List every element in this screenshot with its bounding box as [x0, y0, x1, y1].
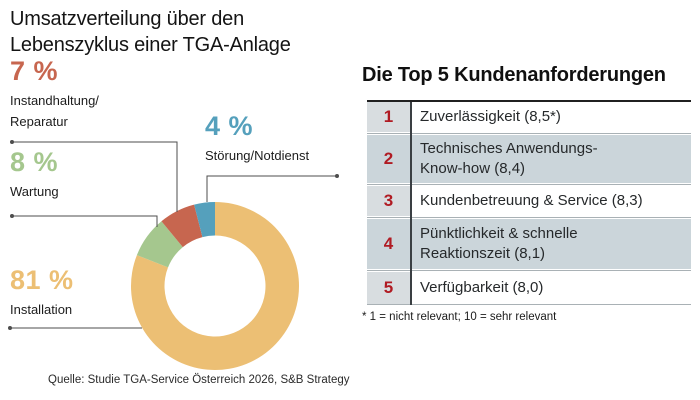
- stat-instandhaltung-percent: 7 %: [10, 56, 59, 86]
- callout-line: [206, 175, 337, 202]
- row-separator: [367, 216, 691, 219]
- callout-line: [12, 215, 158, 227]
- stat-instandhaltung-label: Instandhaltung/ Reparatur: [10, 93, 99, 130]
- donut-slice-instandhaltung-reparatur: [161, 204, 203, 248]
- donut-chart: [8, 140, 339, 371]
- rank-cell: 1: [367, 102, 410, 132]
- rank-cell: 2: [367, 135, 410, 183]
- callout-line: [12, 141, 178, 212]
- table-heading: Die Top 5 Kundenanforderungen: [362, 64, 666, 86]
- rank-cell: 5: [367, 272, 410, 304]
- requirement-cell: Pünktlichkeit & schnelle Reaktionszeit (…: [410, 219, 691, 269]
- chart-title: Umsatzverteilung über den Lebenszyklus e…: [10, 8, 291, 56]
- table-column-divider: [410, 102, 412, 305]
- callout-dot: [335, 174, 339, 178]
- ranking-panel: Die Top 5 Kundenanforderungen 1 Zuverläs…: [362, 64, 692, 323]
- callout-dot: [8, 326, 12, 330]
- ranking-table: 1 Zuverlässigkeit (8,5*) 2 Technisches A…: [367, 100, 691, 305]
- donut-slice-wartung: [136, 221, 183, 268]
- requirement-cell: Kundenbetreuung & Service (8,3): [410, 186, 691, 216]
- callout-dot: [10, 214, 14, 218]
- donut-chart-panel: Umsatzverteilung über den Lebenszyklus e…: [8, 8, 350, 386]
- table-row: 1 Zuverlässigkeit (8,5*): [367, 102, 691, 132]
- table-footnote: * 1 = nicht relevant; 10 = sehr relevant: [362, 311, 557, 323]
- stat-stoerung-label: Störung/Notdienst: [205, 148, 310, 164]
- rank-cell: 3: [367, 186, 410, 216]
- requirement-cell: Zuverlässigkeit (8,5*): [410, 102, 691, 132]
- callout-dot: [10, 140, 14, 144]
- stat-stoerung-percent: 4 %: [205, 111, 254, 141]
- rank-cell: 4: [367, 219, 410, 269]
- donut-slice-st-rung-notdienst: [194, 202, 215, 238]
- table-bottom-rule: [367, 304, 691, 305]
- table-row: 4 Pünktlichkeit & schnelle Reaktionszeit…: [367, 219, 691, 269]
- stat-wartung-label: Wartung: [10, 184, 59, 200]
- stat-wartung-percent: 8 %: [10, 147, 59, 177]
- stat-installation: 81 % Installation: [10, 266, 74, 321]
- row-separator: [367, 183, 691, 186]
- row-separator: [367, 269, 691, 272]
- requirement-cell: Verfügbarkeit (8,0): [410, 272, 691, 304]
- stat-installation-label: Installation: [10, 302, 73, 318]
- stat-wartung: 8 % Wartung: [10, 148, 59, 203]
- stat-installation-percent: 81 %: [10, 265, 74, 295]
- stat-stoerung: 4 % Störung/Notdienst: [205, 112, 309, 167]
- source-note: Quelle: Studie TGA-Service Österreich 20…: [48, 374, 350, 386]
- stat-instandhaltung: 7 % Instandhaltung/ Reparatur: [10, 57, 99, 133]
- row-separator: [367, 132, 691, 135]
- requirement-cell: Technisches Anwendungs- Know-how (8,4): [410, 135, 691, 183]
- table-row: 2 Technisches Anwendungs- Know-how (8,4): [367, 135, 691, 183]
- table-row: 5 Verfügbarkeit (8,0): [367, 272, 691, 304]
- donut-slice-installation: [131, 202, 299, 371]
- table-row: 3 Kundenbetreuung & Service (8,3): [367, 186, 691, 216]
